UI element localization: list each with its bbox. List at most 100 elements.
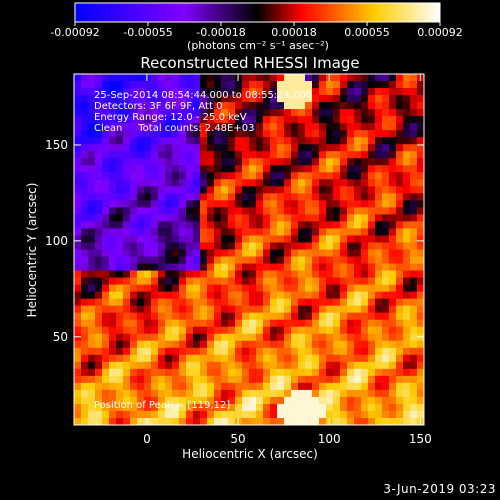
heatmap-cell bbox=[179, 102, 187, 110]
heatmap-cell bbox=[109, 186, 117, 194]
heatmap-cell bbox=[235, 242, 243, 250]
heatmap-cell bbox=[130, 207, 138, 215]
heatmap-cell bbox=[368, 298, 376, 307]
heatmap-cell bbox=[333, 207, 341, 215]
heatmap-cell bbox=[333, 228, 341, 236]
heatmap-cell bbox=[340, 165, 348, 173]
heatmap-cell bbox=[284, 403, 292, 412]
heatmap-cell bbox=[382, 235, 390, 243]
heatmap-cell bbox=[179, 291, 187, 300]
heatmap-cell bbox=[109, 81, 117, 89]
heatmap-cell bbox=[144, 368, 152, 377]
heatmap-cell bbox=[291, 172, 299, 180]
heatmap-cell bbox=[340, 354, 348, 363]
heatmap-cell bbox=[221, 361, 229, 370]
heatmap-cell bbox=[354, 151, 362, 159]
heatmap-cell bbox=[74, 417, 82, 426]
heatmap-cell bbox=[291, 179, 299, 187]
heatmap-cell bbox=[130, 144, 138, 152]
heatmap-cell bbox=[158, 340, 166, 349]
heatmap-cell bbox=[361, 242, 369, 250]
heatmap-cell bbox=[102, 284, 110, 293]
heatmap-cell bbox=[102, 256, 110, 264]
heatmap-cell bbox=[382, 116, 390, 124]
heatmap-cell bbox=[382, 123, 390, 131]
heatmap-cell bbox=[333, 179, 341, 187]
heatmap-cell bbox=[116, 410, 124, 419]
heatmap-cell bbox=[256, 123, 264, 131]
heatmap-cell bbox=[102, 151, 110, 159]
heatmap-cell bbox=[291, 123, 299, 131]
heatmap-cell bbox=[221, 158, 229, 166]
heatmap-cell bbox=[200, 165, 208, 173]
heatmap-cell bbox=[277, 382, 285, 391]
heatmap-cell bbox=[312, 186, 320, 194]
heatmap-cell bbox=[242, 270, 250, 278]
heatmap-cell bbox=[417, 158, 425, 166]
heatmap-cell bbox=[312, 291, 320, 300]
heatmap-cell bbox=[158, 193, 166, 201]
heatmap-cell bbox=[116, 375, 124, 384]
heatmap-cell bbox=[256, 249, 264, 257]
heatmap-cell bbox=[144, 263, 152, 271]
heatmap-cell bbox=[186, 158, 194, 166]
heatmap-cell bbox=[375, 74, 383, 82]
heatmap-cell bbox=[158, 347, 166, 356]
heatmap-cell bbox=[417, 298, 425, 307]
heatmap-cell bbox=[221, 319, 229, 328]
heatmap-cell bbox=[284, 193, 292, 201]
heatmap-cell bbox=[109, 305, 117, 314]
heatmap-cell bbox=[123, 319, 131, 328]
heatmap-cell bbox=[207, 235, 215, 243]
heatmap-cell bbox=[347, 102, 355, 110]
heatmap-cell bbox=[81, 214, 89, 222]
heatmap-cell bbox=[249, 326, 257, 335]
heatmap-cell bbox=[389, 74, 397, 82]
heatmap-cell bbox=[312, 221, 320, 229]
heatmap-cell bbox=[403, 242, 411, 250]
heatmap-cell bbox=[284, 298, 292, 307]
heatmap-cell bbox=[354, 347, 362, 356]
heatmap-cell bbox=[389, 333, 397, 342]
heatmap-cell bbox=[277, 368, 285, 377]
heatmap-cell bbox=[200, 375, 208, 384]
heatmap-cell bbox=[270, 382, 278, 391]
heatmap-cell bbox=[116, 284, 124, 293]
heatmap-cell bbox=[249, 158, 257, 166]
heatmap-cell bbox=[109, 291, 117, 300]
heatmap-cell bbox=[144, 130, 152, 138]
heatmap-cell bbox=[375, 305, 383, 314]
heatmap-cell bbox=[214, 228, 222, 236]
heatmap-cell bbox=[228, 333, 236, 342]
heatmap-cell bbox=[74, 179, 82, 187]
heatmap-cell bbox=[256, 382, 264, 391]
heatmap-cell bbox=[109, 242, 117, 250]
heatmap-cell bbox=[130, 130, 138, 138]
heatmap-cell bbox=[137, 417, 145, 426]
heatmap-cell bbox=[340, 81, 348, 89]
heatmap-cell bbox=[74, 102, 82, 110]
heatmap-cell bbox=[396, 361, 404, 370]
heatmap-cell bbox=[305, 319, 313, 328]
heatmap-cell bbox=[137, 228, 145, 236]
heatmap-cell bbox=[263, 291, 271, 300]
heatmap-cell bbox=[165, 214, 173, 222]
heatmap-cell bbox=[116, 333, 124, 342]
heatmap-cell bbox=[221, 228, 229, 236]
heatmap-cell bbox=[340, 326, 348, 335]
heatmap-cell bbox=[109, 144, 117, 152]
heatmap-cell bbox=[130, 319, 138, 328]
heatmap-cell bbox=[340, 235, 348, 243]
heatmap-cell bbox=[158, 382, 166, 391]
heatmap-cell bbox=[333, 340, 341, 349]
heatmap-cell bbox=[284, 172, 292, 180]
heatmap-cell bbox=[417, 368, 425, 377]
heatmap-cell bbox=[256, 221, 264, 229]
heatmap-cell bbox=[417, 116, 425, 124]
heatmap-cell bbox=[130, 186, 138, 194]
heatmap-cell bbox=[123, 109, 131, 117]
heatmap-cell bbox=[81, 74, 89, 82]
heatmap-cell bbox=[186, 354, 194, 363]
heatmap-cell bbox=[319, 116, 327, 124]
heatmap-cell bbox=[158, 298, 166, 307]
